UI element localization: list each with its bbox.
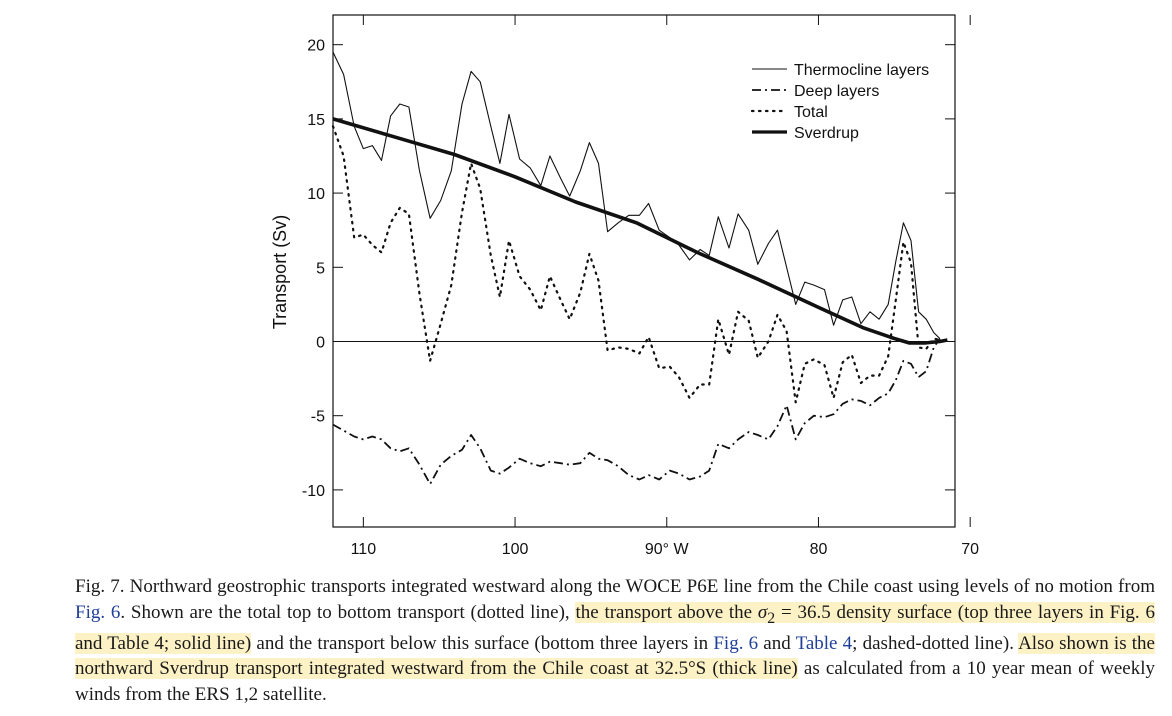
y-tick-label: 20	[307, 38, 325, 55]
x-tick-label: 90° W	[645, 541, 690, 558]
y-tick-label: -5	[311, 409, 325, 426]
caption-text: = 36.5 density surface (top three layers…	[75, 601, 1155, 654]
caption-ref-fig6[interactable]: Fig. 6	[713, 632, 759, 654]
legend-label-deep-layers: Deep layers	[794, 83, 879, 100]
axis-tick-labels: 110 100 90° W 80 70 20 15 10 5 0 -5 -10	[302, 38, 979, 558]
caption-fig-label: Fig. 7.	[75, 576, 125, 597]
caption-ref-table4[interactable]: Table 4	[795, 632, 853, 654]
y-tick-label: 0	[316, 334, 325, 351]
series-thermocline-layers-line	[332, 51, 941, 339]
caption-text: and the transport below this surface (bo…	[251, 632, 714, 654]
caption-text: Northward geostrophic transports integra…	[124, 576, 1155, 597]
series-sverdrup-line	[332, 117, 948, 345]
data-series	[331, 51, 955, 485]
y-axis-label: Transport (Sv)	[270, 215, 290, 329]
x-tick-label: 110	[351, 541, 377, 558]
caption-text: and	[758, 632, 796, 654]
y-tick-label: 15	[307, 112, 325, 129]
legend-label-total: Total	[794, 104, 828, 121]
y-tick-label: -10	[302, 483, 325, 500]
transport-chart: 110 100 90° W 80 70 20 15 10 5 0 -5 -10 Transport (…	[270, 14, 979, 558]
legend: Thermocline layers Deep layers Total Sverdr…	[750, 62, 929, 142]
caption-text: as calculated from a 10 year mean of wee…	[75, 658, 1155, 705]
caption-text: ; dashed-dotted line).	[852, 632, 1019, 654]
x-tick-label: 70	[961, 541, 979, 558]
legend-label-thermocline-layers: Thermocline layers	[794, 62, 929, 79]
legend-label-sverdrup: Sverdrup	[794, 125, 859, 142]
y-tick-label: 10	[307, 186, 325, 203]
caption-text: . Shown are the total top to bottom tran…	[120, 601, 576, 623]
series-deep-layers-line	[332, 337, 941, 485]
caption-sigma-subscript: 2	[767, 609, 776, 627]
caption-text: the transport above the	[575, 601, 758, 623]
series-total-line	[331, 125, 941, 404]
plot-frame	[332, 14, 956, 528]
figure-caption: Fig. 7. Northward geostrophic transports…	[75, 574, 1155, 707]
y-tick-label: 5	[316, 260, 325, 277]
x-tick-label: 100	[502, 541, 529, 558]
x-tick-label: 80	[810, 541, 828, 558]
caption-sigma: σ	[757, 601, 768, 623]
caption-ref-fig6[interactable]: Fig. 6	[75, 601, 121, 623]
